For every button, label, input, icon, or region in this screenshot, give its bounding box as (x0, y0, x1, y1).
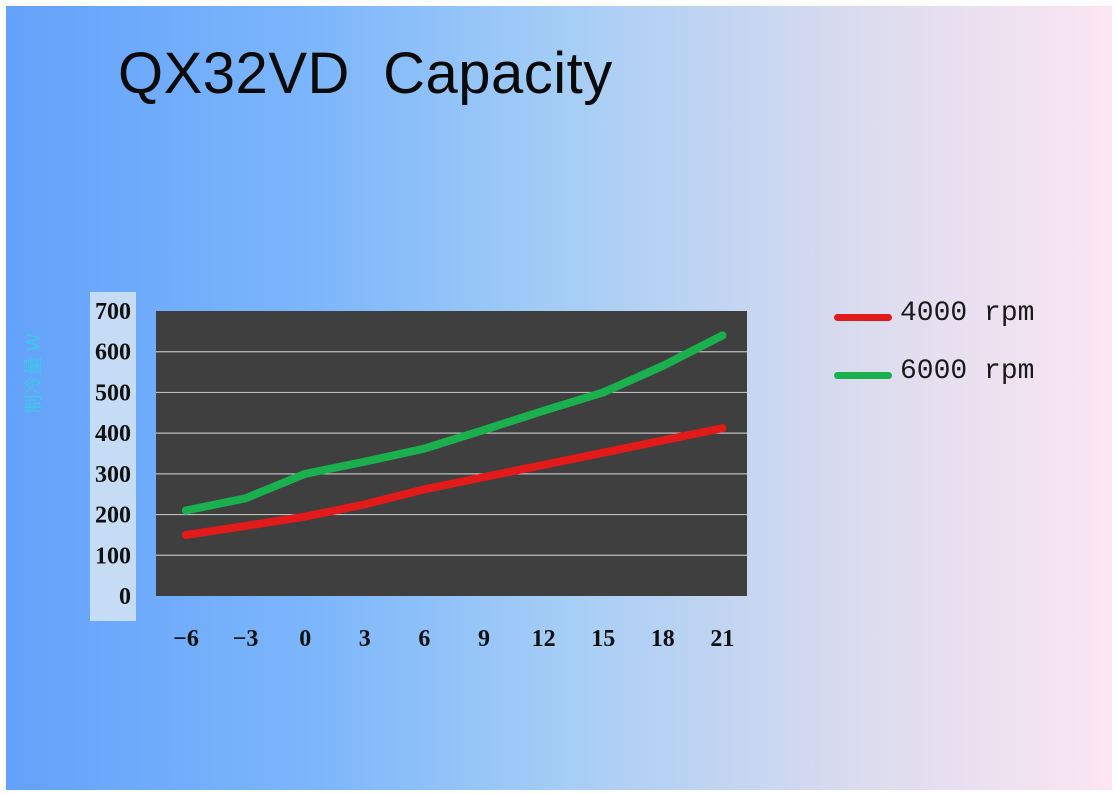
y-tick-label-400: 400 (95, 421, 131, 447)
legend-swatch-6000-rpm (834, 372, 892, 379)
y-tick-label-600: 600 (95, 340, 131, 366)
data-point-6000-rpm-1 (241, 494, 250, 503)
y-tick-label-200: 200 (95, 503, 131, 529)
x-tick-label-9: 21 (710, 626, 734, 652)
y-tick-label-100: 100 (95, 543, 131, 569)
data-point-4000-rpm-3 (360, 500, 369, 509)
data-point-6000-rpm-6 (539, 406, 548, 415)
data-point-6000-rpm-5 (480, 425, 488, 434)
data-point-6000-rpm-8 (658, 361, 667, 370)
data-point-6000-rpm-9 (718, 331, 727, 340)
slide-background: QX32VD Capacity 制冷量 W 4000 rpm 6000 rpm … (6, 6, 1112, 790)
x-tick-label-2: 0 (299, 626, 311, 652)
x-tick-label-6: 12 (532, 626, 556, 652)
data-point-4000-rpm-4 (420, 485, 429, 494)
plot-area (156, 311, 747, 596)
data-point-6000-rpm-4 (420, 444, 429, 453)
data-point-4000-rpm-5 (480, 473, 488, 482)
y-tick-label-500: 500 (95, 380, 131, 406)
data-point-4000-rpm-9 (718, 424, 727, 433)
data-point-4000-rpm-6 (539, 460, 548, 469)
chart-title: QX32VD Capacity (118, 41, 613, 106)
data-point-4000-rpm-7 (599, 448, 608, 457)
x-tick-label-8: 18 (651, 626, 675, 652)
y-tick-label-300: 300 (95, 462, 131, 488)
data-point-6000-rpm-7 (599, 388, 608, 397)
legend-swatch-4000-rpm (834, 314, 892, 321)
y-tick-label-background (90, 292, 136, 621)
data-point-6000-rpm-2 (301, 469, 310, 478)
x-tick-label-7: 15 (591, 626, 615, 652)
x-tick-label-0: −6 (173, 626, 199, 652)
line-chart: 0 100 200 300 400 500 600 700 −6 −3 0 3 6 9 12 15 18 21 (95, 299, 747, 652)
data-point-4000-rpm-0 (182, 530, 190, 539)
data-point-4000-rpm-2 (301, 512, 310, 521)
data-point-6000-rpm-0 (182, 506, 190, 515)
x-tick-label-3: 3 (359, 626, 371, 652)
legend-label-6000-rpm: 6000 rpm (900, 356, 1035, 387)
y-tick-label-700: 700 (95, 299, 131, 325)
series-line-6000-rpm (182, 331, 727, 515)
y-tick-label-0: 0 (119, 584, 131, 610)
x-tick-label-4: 6 (418, 626, 430, 652)
data-point-4000-rpm-1 (241, 521, 250, 530)
data-point-4000-rpm-8 (658, 436, 667, 445)
x-tick-label-1: −3 (233, 626, 259, 652)
series-line-4000-rpm (182, 424, 727, 539)
data-point-6000-rpm-3 (360, 457, 369, 466)
legend-label-4000-rpm: 4000 rpm (900, 298, 1035, 329)
x-tick-label-5: 9 (478, 626, 490, 652)
